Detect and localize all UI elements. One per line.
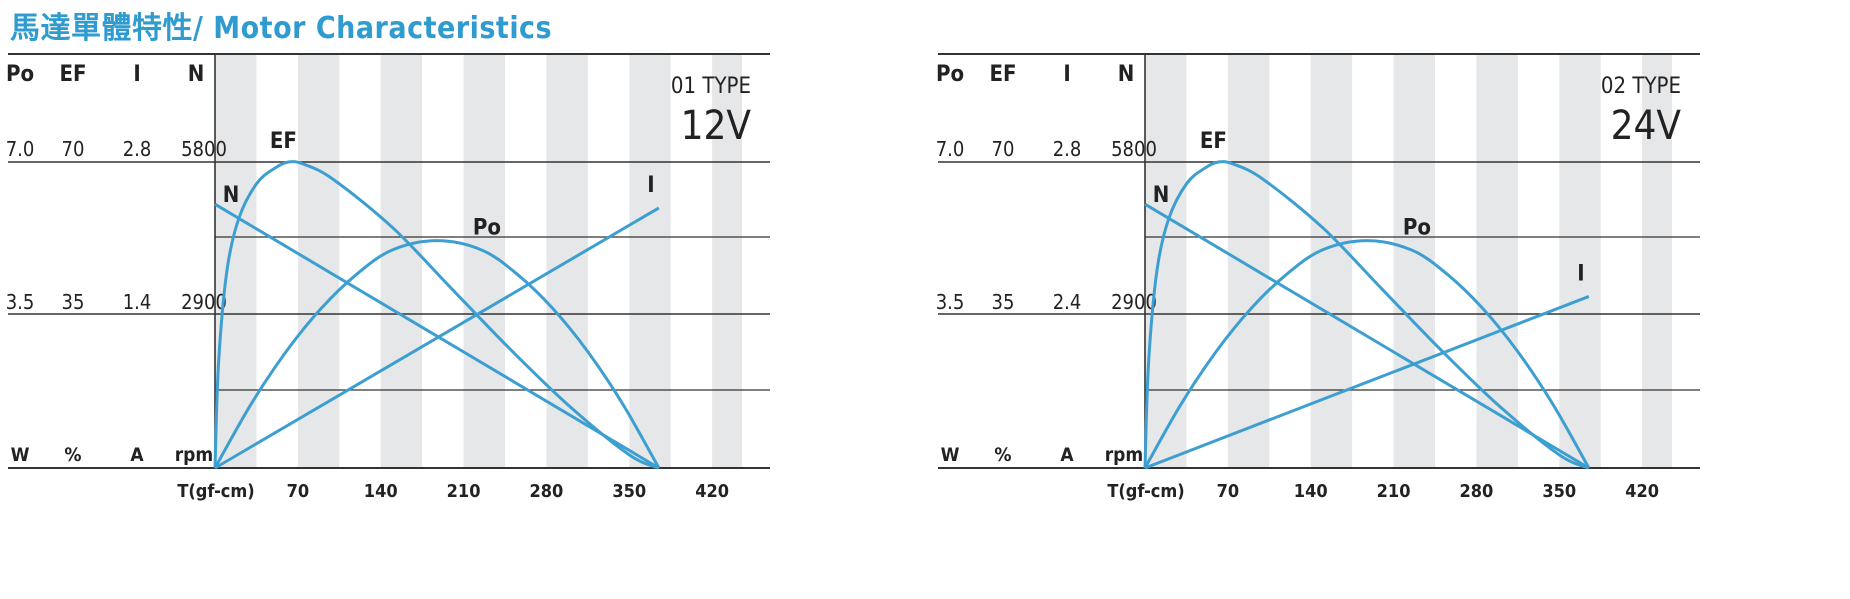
- scale-mid-label: 2.4: [1053, 290, 1082, 314]
- column-header-ef: EF: [59, 62, 86, 87]
- column-header-ef: EF: [989, 62, 1016, 87]
- x-tick-label: 280: [1460, 481, 1494, 502]
- unit-label: rpm: [1105, 444, 1143, 466]
- grid-stripe: [380, 55, 423, 468]
- unit-label: rpm: [175, 444, 213, 466]
- series-label-ef: EF: [270, 129, 297, 154]
- series-label-n: N: [223, 183, 240, 208]
- scale-top-label: 70: [992, 137, 1015, 161]
- scale-top-label: 7.0: [936, 137, 965, 161]
- grid-stripe: [1393, 55, 1435, 468]
- grid-stripe: [215, 55, 257, 468]
- scale-mid-label: 35: [62, 290, 85, 314]
- x-tick-label: 140: [364, 481, 398, 502]
- unit-label: %: [64, 444, 81, 466]
- series-line-n: [214, 202, 660, 470]
- column-header-n: N: [1118, 62, 1135, 87]
- x-tick-label: 350: [612, 481, 646, 502]
- column-header-i: I: [1063, 62, 1070, 87]
- series-line-po: [1143, 239, 1591, 469]
- unit-label: %: [994, 444, 1011, 466]
- x-tick-label: 70: [1217, 481, 1240, 502]
- scale-top-label: 70: [62, 137, 85, 161]
- scale-mid-label: 2900: [1111, 290, 1157, 314]
- x-tick-label: 420: [1625, 481, 1659, 502]
- unit-label: A: [130, 444, 144, 466]
- scale-top-label: 5800: [1111, 137, 1157, 161]
- unit-label: W: [941, 444, 960, 466]
- series-line-i: [214, 206, 660, 470]
- column-header-n: N: [188, 62, 205, 87]
- page-title: 馬達單體特性/ Motor Characteristics: [10, 11, 553, 46]
- grid-stripe: [1642, 55, 1672, 468]
- scale-mid-label: 3.5: [936, 290, 965, 314]
- series-label-n: N: [1153, 183, 1170, 208]
- unit-label: A: [1060, 444, 1074, 466]
- x-tick-label: 280: [530, 481, 564, 502]
- x-tick-label: 350: [1542, 481, 1576, 502]
- x-axis-label: T(gf-cm): [177, 481, 254, 502]
- column-header-i: I: [133, 62, 140, 87]
- scale-mid-label: 2900: [181, 290, 227, 314]
- series-line-ef: [1143, 160, 1590, 470]
- grid-stripe: [463, 55, 505, 468]
- x-axis-label: T(gf-cm): [1107, 481, 1184, 502]
- series-label-i: I: [1577, 261, 1584, 286]
- grid-stripe: [1476, 55, 1518, 468]
- series-label-ef: EF: [1200, 129, 1227, 154]
- grid-stripe: [1227, 55, 1270, 468]
- series-line-i: [1144, 295, 1590, 470]
- scale-top-label: 2.8: [123, 137, 152, 161]
- x-tick-label: 140: [1294, 481, 1328, 502]
- unit-label: W: [11, 444, 30, 466]
- series-label-i: I: [647, 173, 654, 198]
- x-tick-label: 70: [287, 481, 310, 502]
- grid-stripe: [629, 55, 671, 468]
- x-tick-label: 210: [447, 481, 481, 502]
- voltage-label: 24V: [1611, 103, 1682, 149]
- voltage-label: 12V: [681, 103, 752, 149]
- column-header-po: Po: [936, 62, 964, 87]
- type-label: 01 TYPE: [671, 74, 751, 99]
- x-tick-label: 210: [1377, 481, 1411, 502]
- scale-mid-label: 35: [992, 290, 1015, 314]
- grid-stripe: [1559, 55, 1601, 468]
- scale-top-label: 7.0: [6, 137, 35, 161]
- series-label-po: Po: [1403, 216, 1431, 241]
- series-line-n: [1144, 202, 1590, 470]
- column-header-po: Po: [6, 62, 34, 87]
- series-line-ef: [213, 160, 660, 470]
- type-label: 02 TYPE: [1601, 74, 1681, 99]
- series-label-po: Po: [473, 216, 501, 241]
- scale-top-label: 2.8: [1053, 137, 1082, 161]
- grid-stripe: [1310, 55, 1353, 468]
- series-line-po: [213, 239, 661, 469]
- grid-stripe: [712, 55, 742, 468]
- grid-stripe: [1145, 55, 1187, 468]
- scale-mid-label: 3.5: [6, 290, 35, 314]
- scale-mid-label: 1.4: [123, 290, 152, 314]
- x-tick-label: 420: [695, 481, 729, 502]
- scale-top-label: 5800: [181, 137, 227, 161]
